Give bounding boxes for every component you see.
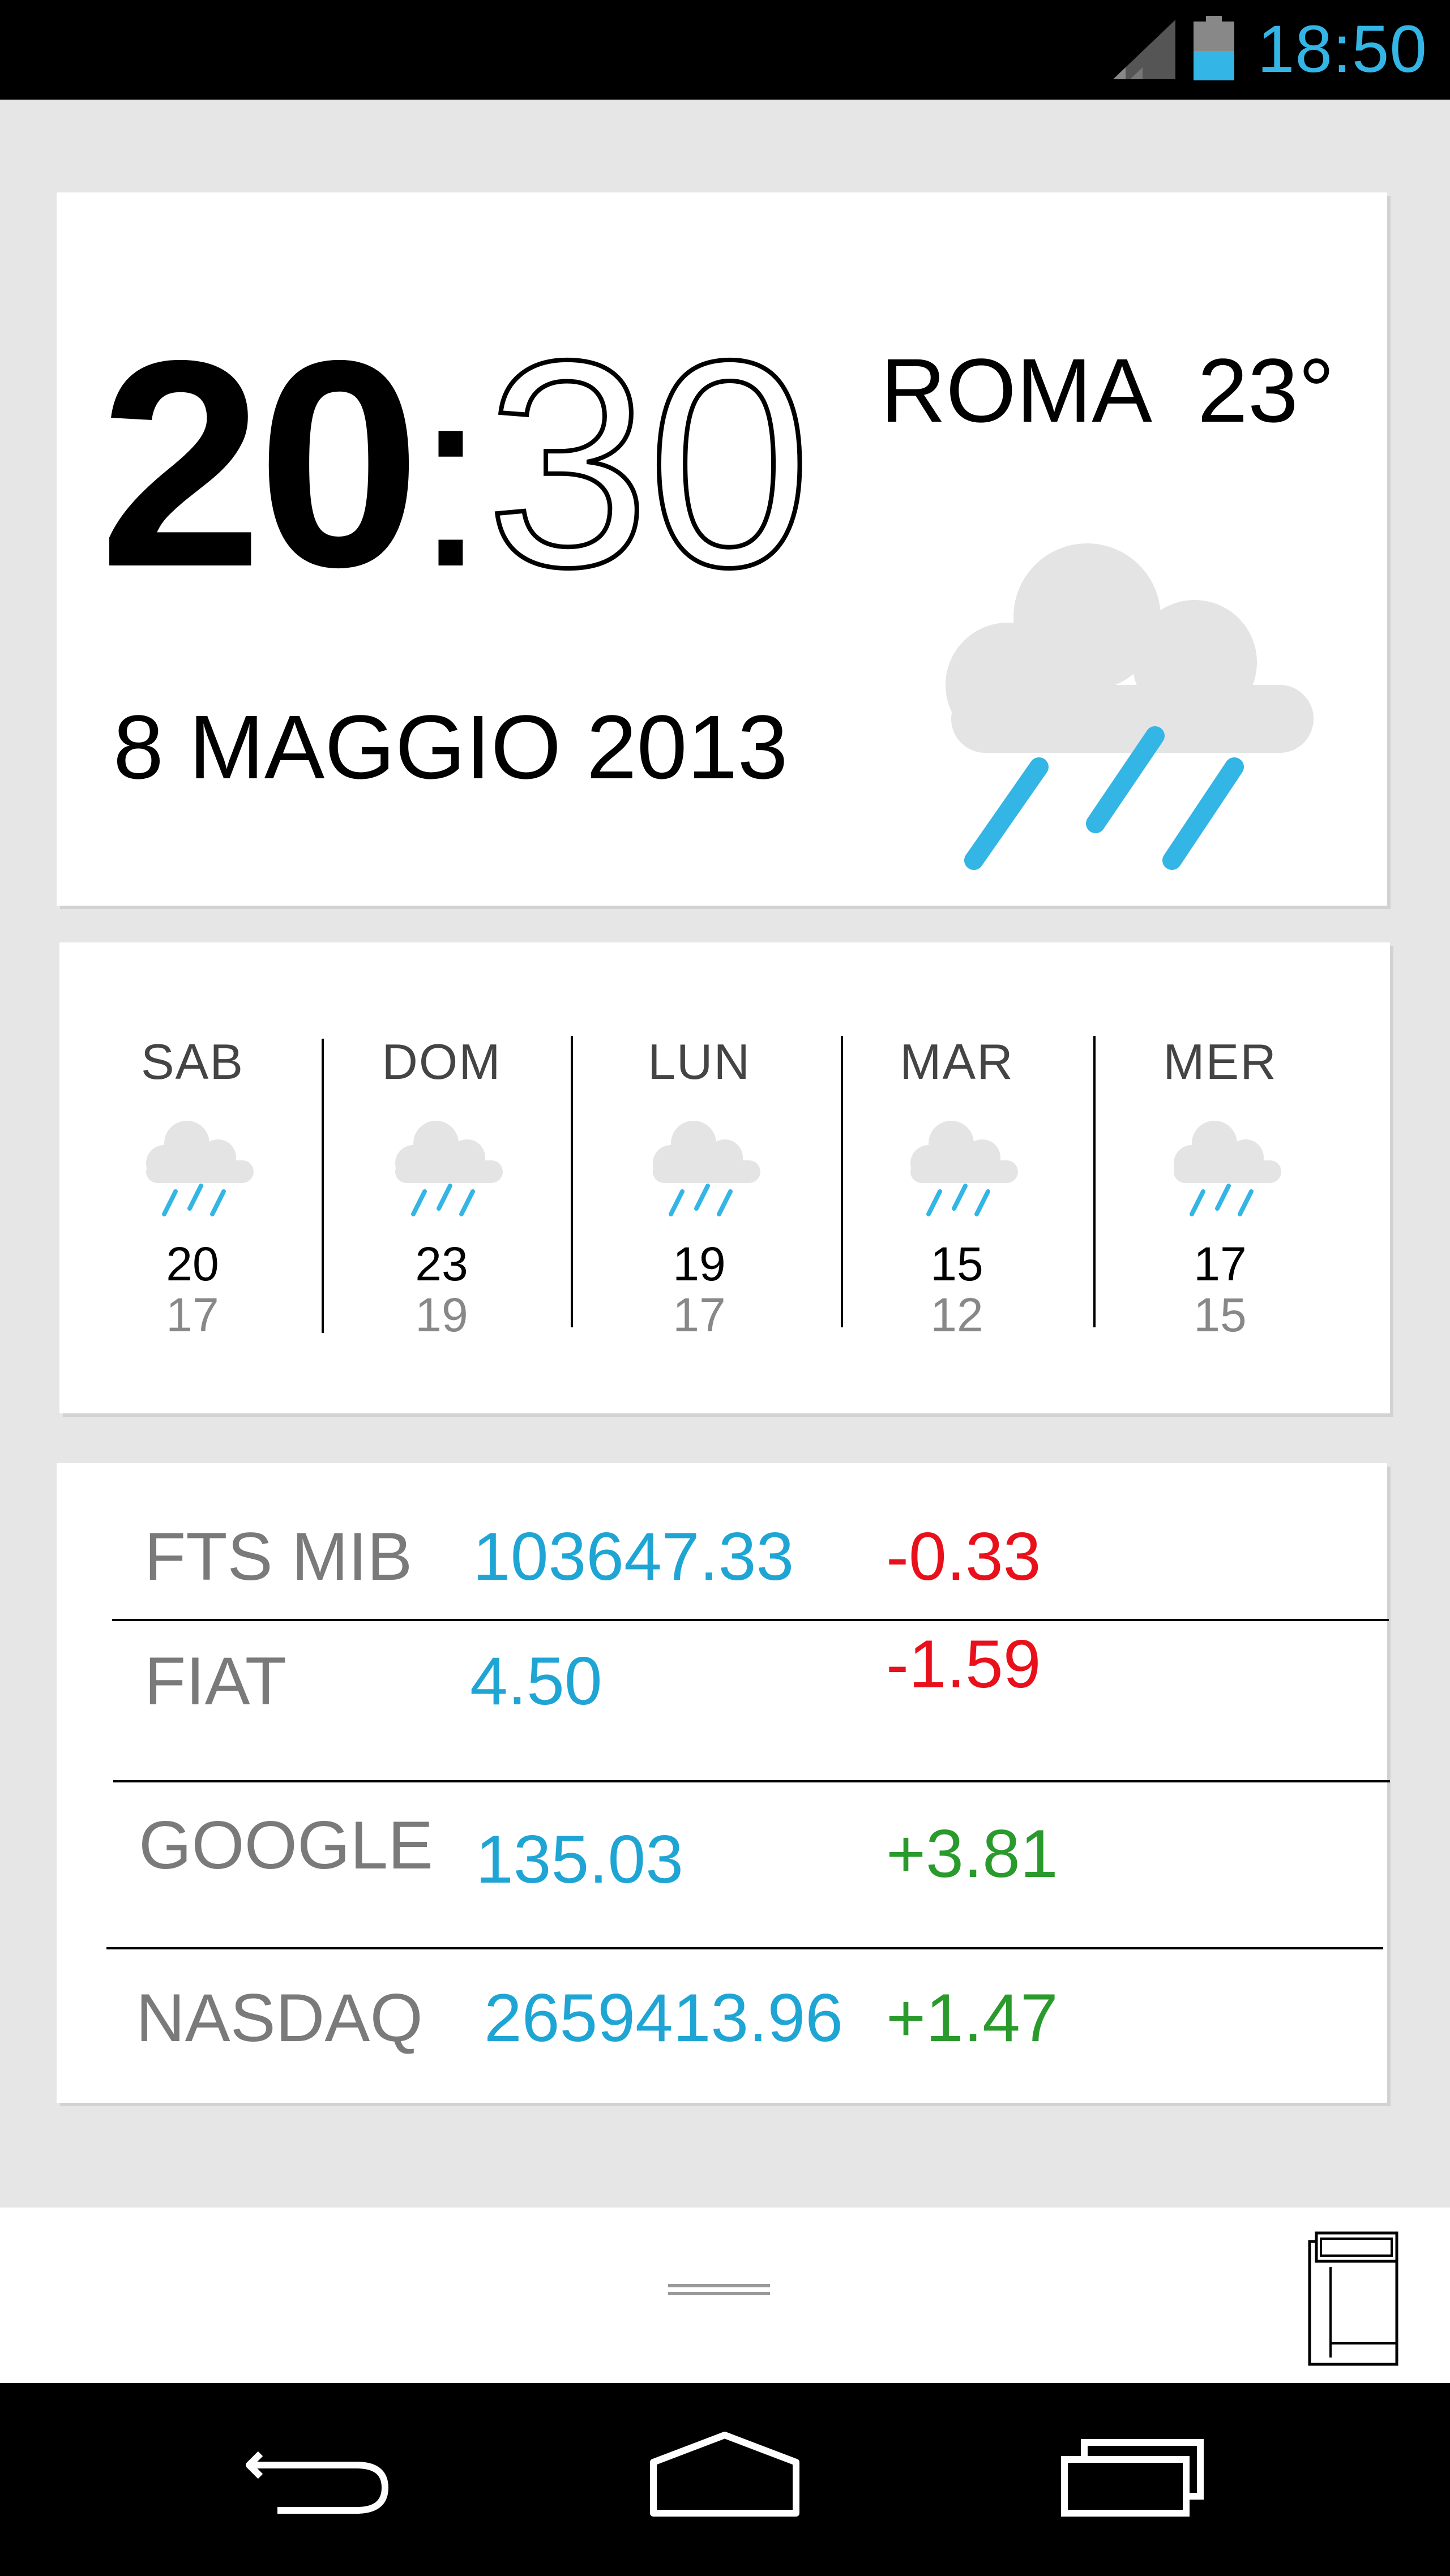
- stock-change: +3.81: [886, 1816, 1058, 1892]
- stock-row[interactable]: FTS MIB 103647.33 -0.33: [57, 1463, 1387, 1622]
- row-divider: [112, 1619, 1389, 1621]
- status-time: 18:50: [1257, 12, 1427, 87]
- forecast-high: 15: [930, 1237, 983, 1291]
- clock-weather-card[interactable]: 20:30 8 MAGGIO 2013 ROMA 23°: [57, 192, 1387, 906]
- status-bar: 18:50: [0, 0, 1450, 100]
- recent-apps-icon[interactable]: [1053, 2428, 1212, 2524]
- stocks-card[interactable]: FTS MIB 103647.33 -0.33 FIAT 4.50 -1.59 …: [57, 1463, 1390, 2106]
- forecast-divider: [841, 1036, 843, 1327]
- forecast-high: 23: [415, 1237, 468, 1291]
- forecast-day-dom[interactable]: DOM 23 19: [317, 942, 566, 1413]
- forecast-day-label: DOM: [382, 1034, 502, 1090]
- forecast-day-sab[interactable]: SAB 20 17: [68, 942, 317, 1413]
- drag-handle-icon[interactable]: [668, 2284, 770, 2298]
- forecast-day-lun[interactable]: LUN 19 17: [575, 942, 824, 1413]
- city-name: ROMA: [880, 340, 1152, 441]
- row-divider: [113, 1780, 1390, 1782]
- date-label: 8 MAGGIO 2013: [113, 696, 788, 798]
- stock-name: FIAT: [144, 1643, 287, 1719]
- clock-minutes: 30: [484, 299, 813, 628]
- forecast-high: 19: [673, 1237, 726, 1291]
- rain-cloud-icon: [1174, 1121, 1281, 1216]
- city-temperature: ROMA 23°: [880, 334, 1334, 447]
- forecast-low: 17: [673, 1288, 726, 1341]
- stock-value: 135.03: [476, 1821, 684, 1897]
- stock-value: 103647.33: [473, 1519, 794, 1595]
- navigation-bar: [0, 2383, 1450, 2576]
- stock-name: NASDAQ: [136, 1980, 423, 2056]
- home-icon[interactable]: [645, 2428, 804, 2524]
- forecast-divider: [571, 1036, 573, 1327]
- stock-row[interactable]: FIAT 4.50 -1.59: [57, 1622, 1387, 1780]
- stock-name: GOOGLE: [139, 1807, 434, 1883]
- forecast-high: 20: [166, 1237, 219, 1291]
- forecast-day-label: MAR: [900, 1034, 1014, 1090]
- forecast-day-label: SAB: [140, 1034, 245, 1090]
- stock-row[interactable]: NASDAQ 2659413.96 +1.47: [57, 1947, 1387, 2106]
- rain-cloud-icon: [946, 543, 1314, 870]
- stock-value: 2659413.96: [484, 1980, 843, 2056]
- forecast-day-label: MER: [1163, 1034, 1277, 1090]
- forecast-card[interactable]: SAB 20 17 DOM 23 19 LUN 19 17 MAR: [59, 942, 1390, 1413]
- forecast-divider: [322, 1039, 324, 1333]
- stock-name: FTS MIB: [144, 1519, 413, 1595]
- forecast-high: 17: [1194, 1237, 1247, 1291]
- signal-icon: [1113, 20, 1175, 79]
- clock: 20:30: [99, 303, 814, 625]
- back-icon[interactable]: [243, 2428, 402, 2524]
- forecast-day-mar[interactable]: MAR 15 12: [832, 942, 1081, 1413]
- rain-cloud-icon: [653, 1121, 760, 1216]
- rain-cloud-icon: [146, 1121, 254, 1216]
- rain-cloud-icon: [910, 1121, 1018, 1216]
- forecast-divider: [1093, 1036, 1096, 1327]
- clock-separator: :: [415, 336, 486, 620]
- row-divider: [106, 1947, 1383, 1949]
- forecast-low: 15: [1194, 1288, 1247, 1341]
- battery-icon: [1194, 16, 1234, 80]
- forecast-low: 17: [166, 1288, 219, 1341]
- current-temperature: 23°: [1197, 340, 1334, 441]
- drawer-bar: [0, 2208, 1450, 2383]
- stock-value: 4.50: [470, 1643, 602, 1719]
- rain-cloud-icon: [395, 1121, 503, 1216]
- stock-change: -0.33: [886, 1519, 1041, 1595]
- stock-change: +1.47: [886, 1980, 1058, 2056]
- stock-row[interactable]: GOOGLE 135.03 +3.81: [57, 1780, 1387, 1939]
- widget-layout-icon[interactable]: [1308, 2224, 1398, 2366]
- forecast-day-mer[interactable]: MER 17 15: [1096, 942, 1345, 1413]
- stock-change: -1.59: [886, 1626, 1041, 1702]
- clock-hours: 20: [99, 299, 421, 628]
- forecast-day-label: LUN: [647, 1034, 751, 1090]
- forecast-low: 12: [930, 1288, 983, 1341]
- forecast-low: 19: [415, 1288, 468, 1341]
